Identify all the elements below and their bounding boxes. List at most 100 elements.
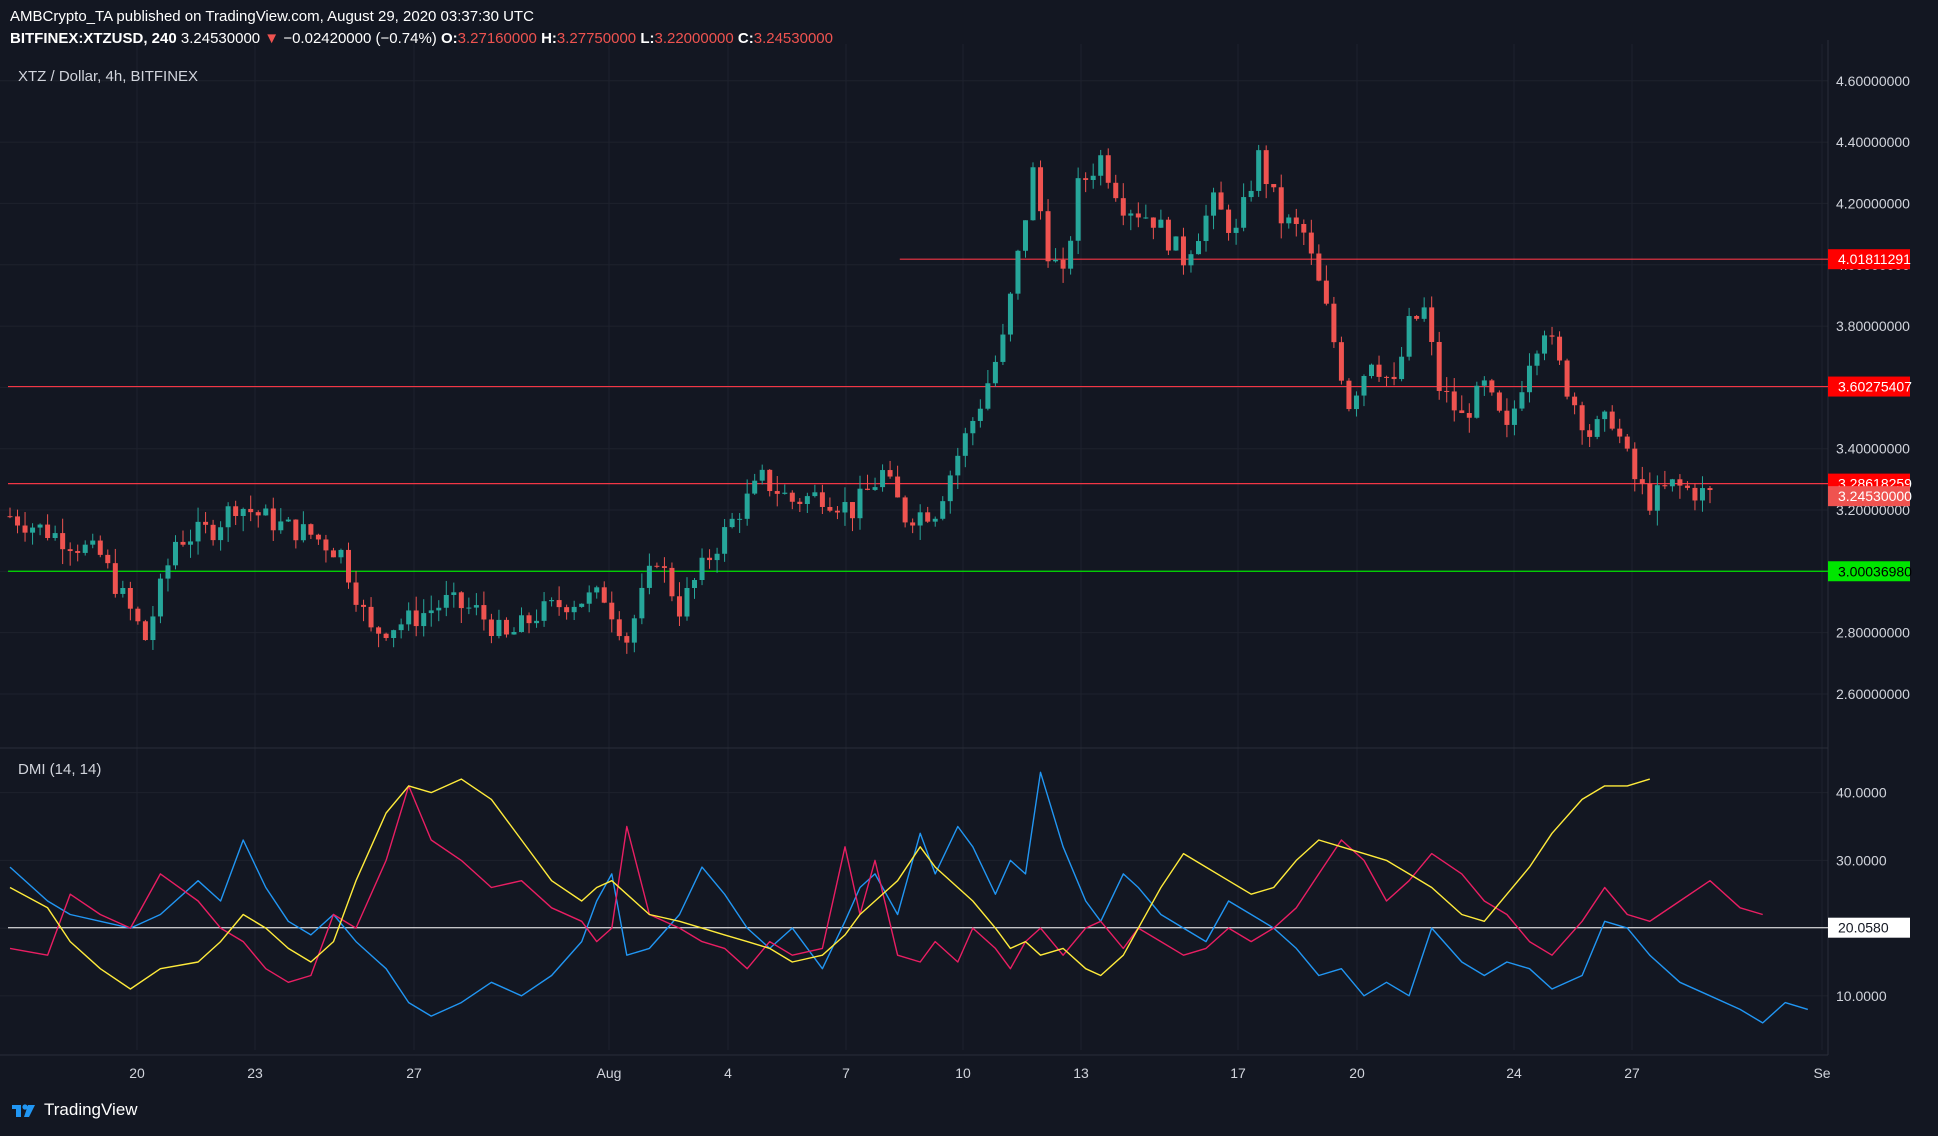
candle-body <box>270 508 276 531</box>
candle-body <box>1068 240 1074 269</box>
candle-body <box>496 619 502 637</box>
candle-body <box>519 615 525 633</box>
candle-body <box>1203 215 1209 242</box>
candle-body <box>616 619 622 637</box>
candle-body <box>902 497 908 523</box>
candle-body <box>353 582 359 605</box>
candle-body <box>195 521 201 542</box>
candle-body <box>436 607 442 611</box>
candle-body <box>338 549 344 558</box>
candle-body <box>1353 395 1359 410</box>
candle-body <box>601 587 607 603</box>
candle-body <box>1707 488 1713 491</box>
candle-body <box>1338 342 1344 381</box>
brand-name: TradingView <box>44 1100 138 1119</box>
dmi-pane-label: DMI (14, 14) <box>18 761 101 778</box>
candle-body <box>1376 364 1382 377</box>
candle-body <box>865 488 871 490</box>
candle-body <box>300 524 306 541</box>
time-tick-label: 13 <box>1073 1065 1089 1081</box>
candle-body <box>52 533 58 539</box>
candle-body <box>368 606 374 628</box>
candle-body <box>872 487 878 490</box>
candle-body <box>1105 155 1111 183</box>
price-tick-label: 4.60000000 <box>1836 73 1910 89</box>
candle-body <box>571 606 577 613</box>
candle-body <box>82 544 88 553</box>
candle-body <box>970 420 976 434</box>
candle-body <box>857 488 863 519</box>
candle-body <box>7 516 13 518</box>
candle-body <box>1361 375 1367 396</box>
candle-body <box>443 594 449 608</box>
candle-body <box>376 627 382 634</box>
candle-body <box>895 476 901 498</box>
candle-body <box>594 587 600 593</box>
candle-body <box>30 527 36 533</box>
candle-body <box>646 565 652 588</box>
time-tick-label: 27 <box>1624 1065 1640 1081</box>
candle-body <box>1369 364 1375 376</box>
candle-body <box>1542 335 1548 354</box>
candle-body <box>240 508 246 517</box>
candle-body <box>1308 232 1314 254</box>
price-tick-label: 2.60000000 <box>1836 686 1910 702</box>
resistance-price-tag: 3.60275407 <box>1838 379 1912 395</box>
candle-body <box>1030 167 1036 221</box>
candle-body <box>1549 335 1555 337</box>
candle-body <box>947 475 953 502</box>
candle-body <box>323 539 329 551</box>
price-tick-label: 3.80000000 <box>1836 318 1910 334</box>
candle-body <box>1421 307 1427 319</box>
candle-body <box>549 600 555 602</box>
candle-body <box>1316 253 1322 281</box>
time-tick-label: 27 <box>406 1065 422 1081</box>
candle-body <box>1489 380 1495 393</box>
candle-body <box>285 519 291 522</box>
candle-body <box>1511 408 1517 425</box>
candle-body <box>1083 178 1089 180</box>
candle-body <box>1481 380 1487 386</box>
candle-body <box>361 604 367 607</box>
resistance-price-tag-bg <box>1828 376 1910 397</box>
candle-body <box>330 550 336 558</box>
candle-body <box>203 521 209 525</box>
candle-body <box>1557 336 1563 361</box>
candle-body <box>1075 178 1081 241</box>
time-tick-label: 24 <box>1506 1065 1522 1081</box>
time-tick-label: 20 <box>1349 1065 1365 1081</box>
candle-body <box>112 563 118 594</box>
candle-body <box>977 408 983 421</box>
candle-body <box>744 493 750 519</box>
candle-body <box>1143 217 1149 219</box>
time-tick-label: Se <box>1813 1065 1830 1081</box>
candle-body <box>1474 385 1480 418</box>
candle-body <box>458 592 464 609</box>
candle-body <box>1173 236 1179 251</box>
candle-body <box>842 502 848 513</box>
candle-body <box>1579 405 1585 431</box>
candle-body <box>45 524 51 539</box>
candle-body <box>556 600 562 608</box>
candle-body <box>722 527 728 554</box>
low-value: 3.22000000 <box>654 30 734 47</box>
candle-body <box>1391 376 1397 380</box>
candle-body <box>15 516 21 526</box>
tradingview-logo[interactable]: TradingView <box>10 1100 138 1120</box>
candle-body <box>782 492 788 494</box>
candle-body <box>812 492 818 497</box>
candle-body <box>1414 316 1420 319</box>
candle-body <box>1218 192 1224 210</box>
candle-body <box>466 607 472 609</box>
main-pane-label: XTZ / Dollar, 4h, BITFINEX <box>18 68 198 85</box>
candle-body <box>1045 211 1051 262</box>
candle-body <box>804 496 810 505</box>
candle-body <box>345 549 351 583</box>
candle-body <box>932 518 938 522</box>
candle-body <box>1015 250 1021 294</box>
candle-body <box>910 522 916 526</box>
candle-body <box>1180 236 1186 266</box>
candle-body <box>97 540 103 555</box>
candle-body <box>127 588 133 609</box>
